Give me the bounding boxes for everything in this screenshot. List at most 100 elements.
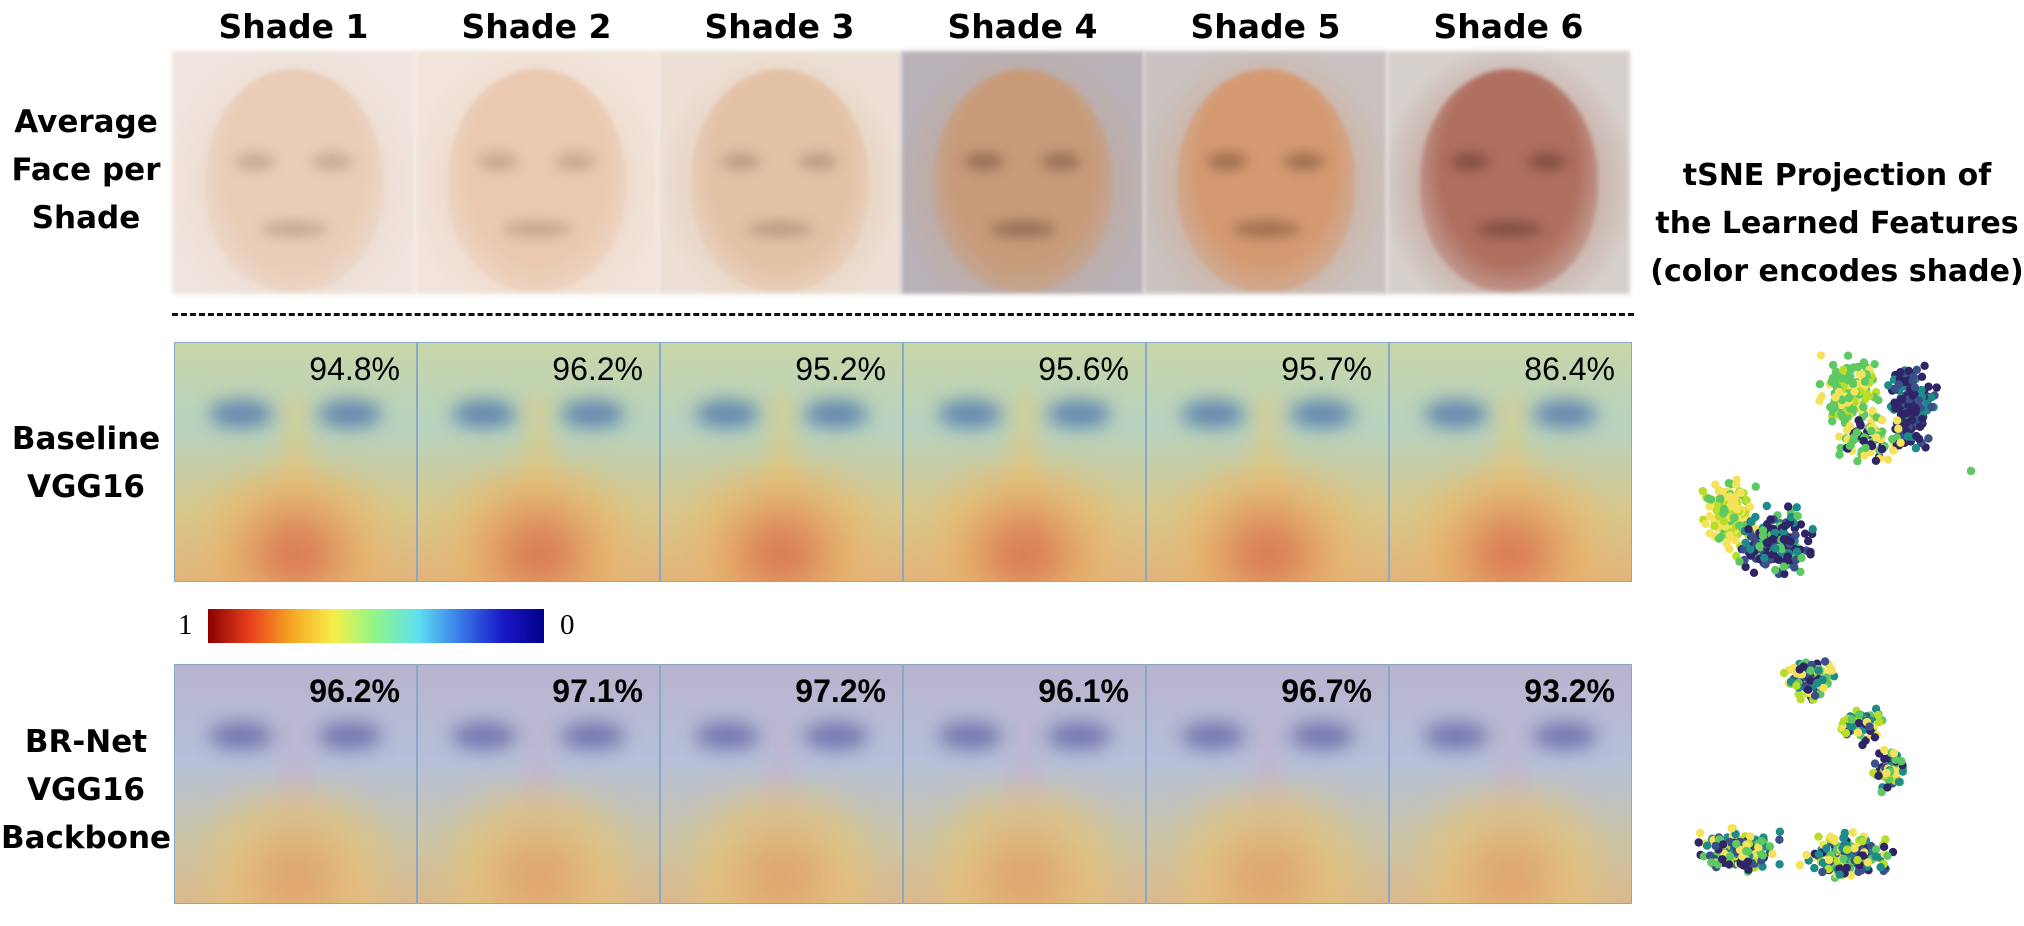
- tsne-point: [1901, 419, 1911, 428]
- tsne-point: [1883, 783, 1892, 792]
- tsne-point: [1707, 858, 1716, 867]
- baseline-accuracy: 95.2%: [795, 351, 886, 387]
- tsne-point: [1705, 502, 1714, 511]
- tsne-point: [1896, 368, 1905, 377]
- tsne-point: [1874, 771, 1883, 780]
- tsne-point: [1870, 360, 1879, 369]
- tsne-label-line: tSNE Projection of: [1682, 158, 1992, 193]
- tsne-point: [1826, 832, 1835, 841]
- tsne-point: [1854, 416, 1863, 425]
- tsne-point: [1725, 852, 1735, 861]
- tsne-point: [1871, 704, 1881, 713]
- tsne-point: [1875, 718, 1884, 727]
- tsne-point: [1868, 406, 1877, 415]
- tsne-point: [1847, 715, 1856, 724]
- tsne-point: [1751, 482, 1760, 491]
- tsne-point: [1768, 849, 1777, 859]
- tsne-point: [1758, 531, 1768, 540]
- average-face-image: [1144, 51, 1387, 294]
- tsne-point: [1911, 444, 1921, 453]
- tsne-point: [1854, 718, 1864, 728]
- row-label-line: VGG16: [26, 469, 146, 505]
- tsne-point: [1806, 550, 1815, 559]
- baseline-accuracy: 94.8%: [309, 351, 400, 387]
- tsne-point: [1705, 529, 1714, 538]
- tsne-point: [1888, 434, 1897, 444]
- tsne-plot-baseline: [1698, 351, 1976, 579]
- row-label-brnet: BR-Net VGG16 Backbone: [0, 718, 172, 862]
- tsne-point: [1757, 837, 1766, 846]
- tsne-point: [1882, 768, 1891, 778]
- tsne-point: [1920, 361, 1929, 370]
- tsne-point: [1860, 451, 1869, 460]
- tsne-point: [1744, 525, 1753, 534]
- baseline-heatmap-tile: 95.7%: [1146, 342, 1389, 582]
- brnet-accuracy: 97.2%: [795, 673, 886, 709]
- tsne-point: [1889, 446, 1898, 455]
- tsne-point: [1867, 426, 1876, 436]
- tsne-point: [1871, 852, 1880, 861]
- tsne-point: [1924, 434, 1933, 443]
- tsne-label: tSNE Projection of the Learned Features …: [1650, 152, 2024, 296]
- row-label-average-face: Average Face per Shade: [0, 98, 172, 242]
- tsne-point: [1775, 827, 1785, 836]
- brnet-accuracy: 96.7%: [1281, 673, 1372, 709]
- tsne-point: [1814, 666, 1823, 675]
- tsne-point: [1806, 676, 1815, 685]
- tsne-point: [1743, 857, 1753, 866]
- tsne-point: [1784, 502, 1793, 511]
- tsne-point: [1763, 537, 1772, 547]
- tsne-point: [1739, 545, 1748, 554]
- tsne-point: [1775, 835, 1784, 844]
- shade-header-3: Shade 3: [704, 7, 855, 46]
- shade-header-6: Shade 6: [1433, 7, 1584, 46]
- tsne-point: [1731, 536, 1740, 545]
- tsne-point: [1860, 377, 1870, 386]
- tsne-point: [1842, 845, 1852, 854]
- row-label-line: Shade: [31, 200, 141, 236]
- tsne-point: [1858, 740, 1867, 750]
- tsne-point: [1814, 850, 1824, 859]
- tsne-point: [1792, 547, 1802, 556]
- tsne-point: [1780, 522, 1789, 531]
- tsne-point: [1762, 501, 1771, 511]
- tsne-point: [1835, 432, 1844, 441]
- tsne-point: [1863, 390, 1872, 399]
- tsne-point: [1824, 855, 1834, 865]
- tsne-point: [1779, 668, 1789, 678]
- tsne-point: [1908, 391, 1918, 400]
- tsne-point: [1844, 393, 1854, 403]
- shade-header-1: Shade 1: [218, 7, 369, 46]
- tsne-point: [1912, 431, 1921, 441]
- tsne-point: [1870, 733, 1880, 742]
- tsne-point: [1748, 532, 1757, 541]
- baseline-heatmap-tile: 95.6%: [903, 342, 1146, 582]
- tsne-point: [1800, 529, 1810, 538]
- tsne-point: [1855, 710, 1864, 719]
- tsne-point: [1727, 498, 1736, 507]
- tsne-point: [1815, 380, 1825, 389]
- tsne-point: [1858, 837, 1867, 846]
- average-face-image: [658, 51, 901, 294]
- tsne-point: [1837, 395, 1847, 405]
- tsne-point: [1867, 441, 1877, 451]
- tsne-point: [1783, 552, 1793, 561]
- tsne-point: [1834, 387, 1844, 397]
- tsne-point: [1701, 519, 1710, 528]
- tsne-point: [1898, 767, 1907, 776]
- tsne-point: [1733, 504, 1742, 513]
- dashed-divider: [172, 313, 1634, 316]
- tsne-point: [1842, 863, 1851, 872]
- tsne-point: [1741, 562, 1750, 572]
- tsne-point: [1744, 865, 1753, 874]
- tsne-point: [1719, 517, 1729, 526]
- baseline-heatmap-tile: 94.8%: [174, 342, 417, 582]
- tsne-point: [1763, 520, 1772, 529]
- tsne-point: [1859, 402, 1868, 412]
- tsne-point: [1826, 402, 1835, 412]
- tsne-point: [1839, 832, 1849, 842]
- tsne-point: [1896, 438, 1905, 447]
- tsne-point: [1810, 863, 1819, 873]
- brnet-accuracy: 93.2%: [1524, 673, 1615, 709]
- row-label-line: VGG16: [26, 772, 146, 808]
